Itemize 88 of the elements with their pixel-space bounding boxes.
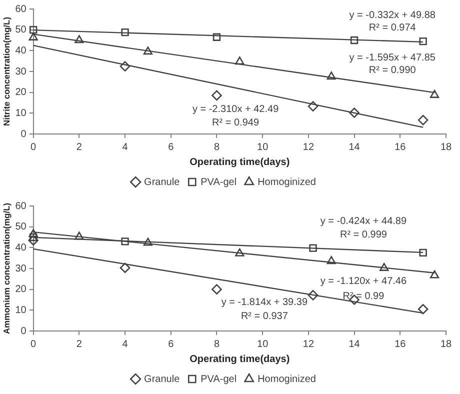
legend-label: PVA-gel <box>200 176 237 188</box>
point <box>121 238 129 246</box>
point <box>418 114 428 126</box>
x-tick-label: 14 <box>348 338 360 350</box>
x-tick-label: 6 <box>168 142 174 153</box>
x-tick-label: 4 <box>122 338 128 350</box>
x-tick-label: 12 <box>302 142 314 153</box>
point <box>29 233 38 242</box>
x-tick-label: 8 <box>214 338 220 350</box>
y-tick-label: 40 <box>15 45 27 56</box>
y-tick-label: 20 <box>15 87 27 98</box>
y-axis-title: Nitrite concentration(mg/L) <box>1 16 12 126</box>
x-axis-title: Operating time(days) <box>190 156 290 168</box>
y-tick-label: 40 <box>15 242 27 254</box>
point <box>212 284 222 294</box>
point <box>212 33 221 41</box>
legend-label: PVA-gel <box>200 374 237 385</box>
point <box>309 244 317 252</box>
point <box>120 262 130 274</box>
y-tick-label: 30 <box>15 263 27 274</box>
point <box>308 290 318 300</box>
x-tick-label: 10 <box>257 338 269 350</box>
annotation: y = -0.332x + 49.88 <box>349 10 436 21</box>
x-axis-title: Operating time(days) <box>190 354 290 365</box>
x-tick-label: 2 <box>76 338 82 350</box>
y-tick-label: 0 <box>20 326 27 337</box>
y-tick-label: 60 <box>15 200 27 212</box>
annotation: y = -1.120x + 47.46 <box>320 276 407 287</box>
x-tick-label: 18 <box>440 338 452 350</box>
point <box>28 235 38 246</box>
point <box>235 56 244 65</box>
point <box>326 256 336 264</box>
x-tick-label: 12 <box>302 338 314 350</box>
point <box>430 90 440 98</box>
annotation: R² = 0.937 <box>240 310 288 322</box>
point <box>430 270 440 278</box>
point <box>350 36 358 44</box>
point <box>120 61 130 72</box>
point <box>28 32 38 40</box>
x-tick-label: 0 <box>30 142 37 153</box>
x-tick-label: 14 <box>348 142 360 153</box>
point <box>308 101 318 112</box>
point <box>380 262 389 271</box>
point <box>29 26 38 34</box>
x-tick-label: 16 <box>394 142 406 153</box>
point <box>74 232 84 240</box>
x-tick-label: 6 <box>168 338 174 350</box>
annotation: y = -2.310x + 42.49 <box>192 104 280 115</box>
y-tick-label: 0 <box>20 128 27 140</box>
annotation: y = -1.814x + 39.39 <box>221 297 308 308</box>
x-tick-label: 4 <box>122 142 128 153</box>
point <box>143 46 153 55</box>
annotation: R² = 0.974 <box>368 22 416 34</box>
annotation: R² = 0.99 <box>342 290 385 302</box>
x-tick-label: 18 <box>440 142 452 153</box>
legend-label: Granule <box>144 374 180 385</box>
y-tick-label: 30 <box>15 66 27 78</box>
point <box>121 28 129 36</box>
x-tick-label: 8 <box>214 142 220 153</box>
annotation: R² = 0.949 <box>212 118 260 128</box>
x-tick-label: 0 <box>30 338 37 350</box>
y-axis-title: Ammonium concentration(mg/L) <box>1 202 12 334</box>
point <box>326 72 336 80</box>
y-tick-label: 10 <box>15 304 27 316</box>
point <box>349 108 360 118</box>
annotation: R² = 0.990 <box>368 65 416 76</box>
y-tick-label: 50 <box>15 24 27 36</box>
x-tick-label: 2 <box>76 142 82 153</box>
x-tick-label: 16 <box>394 338 406 350</box>
point <box>74 35 84 44</box>
point <box>28 228 38 238</box>
point <box>419 248 427 256</box>
y-tick-label: 60 <box>15 4 27 15</box>
point <box>235 248 244 256</box>
legend-label: Homoginized <box>258 374 316 385</box>
point <box>419 37 427 46</box>
legend-label: Granule <box>144 176 180 188</box>
annotation: y = -1.595x + 47.85 <box>349 52 436 64</box>
annotation: y = -0.424x + 44.89 <box>320 216 407 227</box>
y-tick-label: 50 <box>15 222 27 233</box>
y-tick-label: 10 <box>15 108 27 119</box>
point <box>418 304 428 314</box>
x-tick-label: 10 <box>257 142 269 153</box>
y-tick-label: 20 <box>15 284 27 296</box>
annotation: R² = 0.999 <box>340 230 388 240</box>
legend-label: Homoginized <box>258 176 316 188</box>
point <box>143 238 153 246</box>
point <box>212 90 222 101</box>
